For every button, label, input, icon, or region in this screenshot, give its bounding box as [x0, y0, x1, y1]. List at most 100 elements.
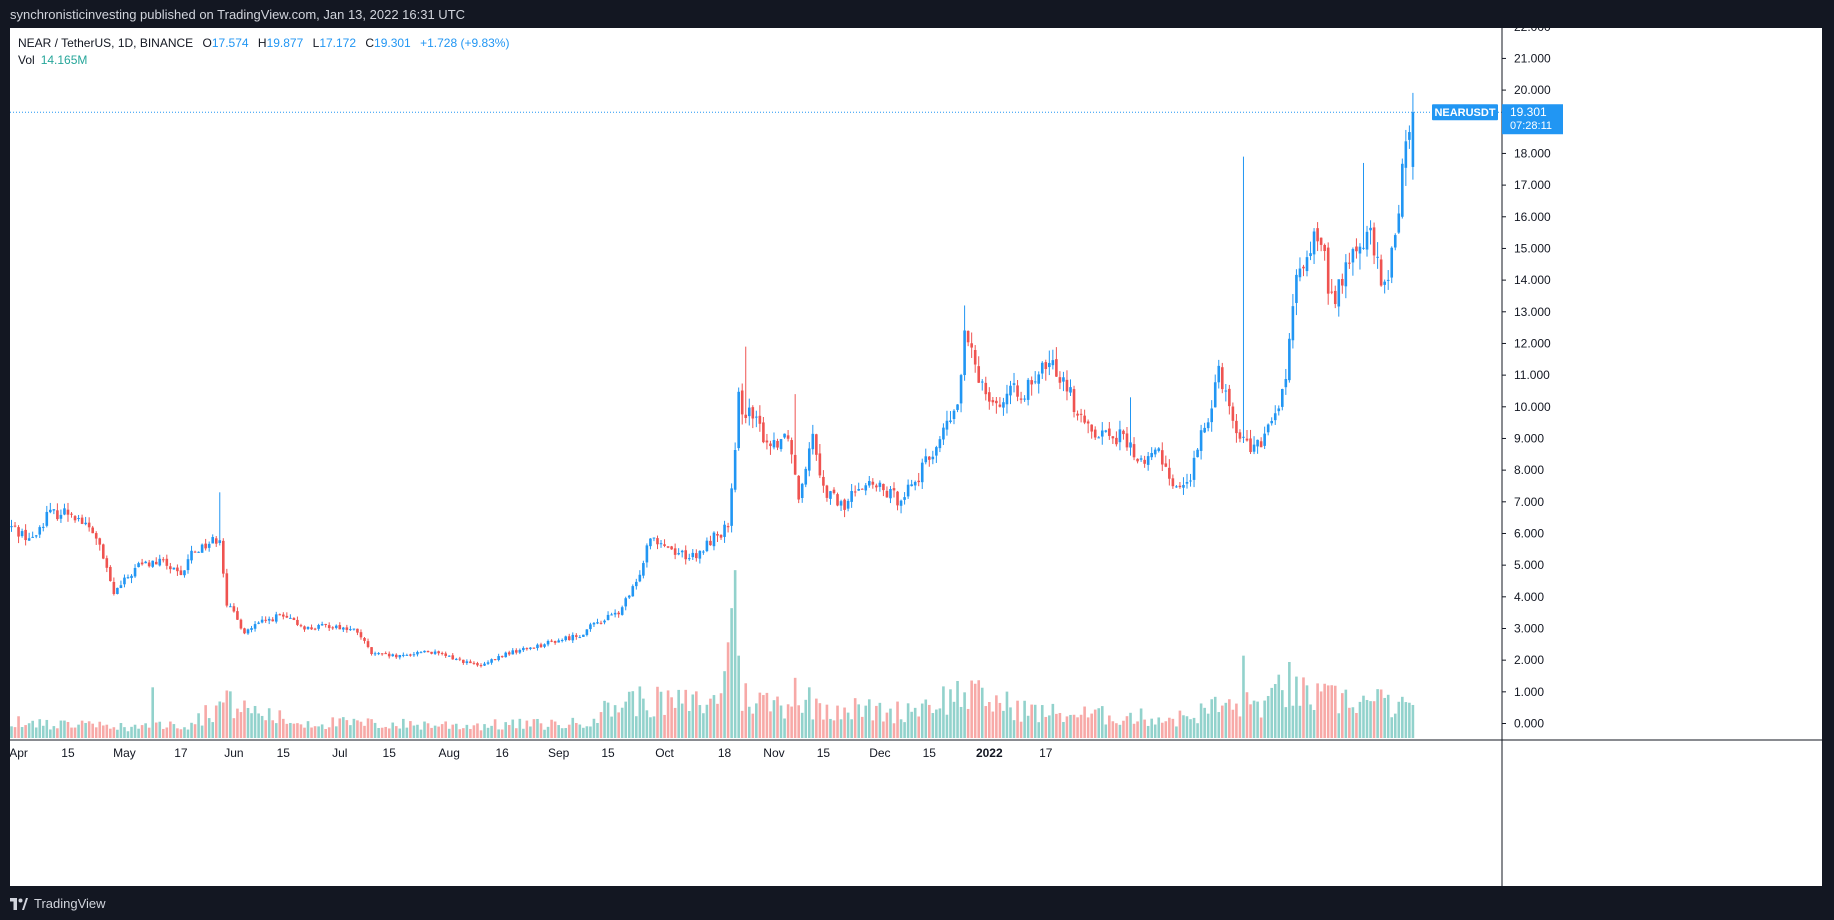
price-tick-label: 12.000 [1514, 336, 1551, 350]
candle [363, 636, 366, 644]
time-axis[interactable]: Apr 15 May 17 Jun 15 Jul 15 Aug 16 Sep 15 Oct 18 Nov 15… [9, 739, 1822, 760]
volume-bar [850, 719, 853, 738]
volume-bar [864, 705, 868, 738]
candle [1146, 452, 1150, 471]
candle-body [349, 629, 352, 631]
chart-panel[interactable]: 0.000 1.000 2.000 3.000 4.000 5.000 6.000 7.000… [9, 20, 1822, 886]
candle [1030, 376, 1033, 396]
candle-body [885, 490, 889, 498]
candle-body [1040, 362, 1044, 374]
volume-bar [1157, 717, 1161, 738]
candle [112, 577, 116, 596]
candle [599, 620, 603, 625]
candle-body [875, 485, 878, 488]
volume-bar [1302, 677, 1305, 738]
volume-bar [797, 705, 800, 738]
volume-bar [214, 705, 218, 738]
candle [793, 394, 797, 476]
candle [1206, 418, 1210, 432]
candle [84, 516, 87, 526]
candle [289, 614, 292, 619]
candle [444, 651, 447, 658]
volume-bar [225, 690, 229, 738]
candle-body [864, 485, 868, 491]
candle-body [306, 626, 310, 629]
candle [264, 616, 267, 623]
volume-bar [769, 711, 772, 738]
volume-bar [1090, 713, 1093, 738]
candle [1129, 397, 1132, 456]
volume-bar [1150, 718, 1153, 738]
candle [1058, 371, 1062, 390]
candle-body [200, 544, 204, 553]
volume-bar [274, 723, 278, 738]
candle-body [1316, 228, 1319, 242]
volume-label[interactable]: Vol [18, 53, 35, 67]
time-tick-label: 15 [383, 746, 397, 760]
volume-bar [1069, 714, 1072, 738]
candle [864, 482, 868, 496]
candle-body [1266, 424, 1270, 433]
candle-body [331, 627, 335, 629]
candle [1012, 372, 1016, 393]
candle-body [730, 488, 733, 526]
candle-body [1281, 389, 1284, 407]
candle-body [705, 540, 709, 552]
candle-body [232, 606, 236, 612]
volume-bar [1291, 705, 1295, 738]
volume-bar [1408, 702, 1411, 738]
volume-bar [433, 725, 437, 738]
price-axis[interactable]: 0.000 1.000 2.000 3.000 4.000 5.000 6.000 7.000… [1501, 20, 1551, 886]
candle-body [112, 581, 116, 594]
candle [871, 478, 875, 489]
volume-bar [687, 711, 691, 738]
tradingview-logo[interactable]: TradingView [10, 896, 106, 911]
volume-bar [988, 702, 991, 738]
candle-body [635, 581, 638, 587]
candle-body [825, 485, 829, 498]
volume-bar [451, 724, 455, 738]
volume-bar [486, 727, 490, 738]
volume-bar [91, 723, 94, 738]
candle-body [571, 634, 575, 641]
candle [1171, 474, 1175, 489]
candle [1083, 409, 1086, 425]
volume-bar [642, 698, 645, 738]
candle [292, 617, 296, 621]
candle-body [416, 651, 419, 655]
candle [352, 628, 356, 631]
symbol-description[interactable]: NEAR / TetherUS, 1D, BINANCE [18, 36, 194, 50]
candle [744, 346, 748, 424]
volume-bar [243, 700, 246, 738]
volume-bar [956, 680, 959, 738]
volume-bar [970, 680, 973, 738]
candle [1341, 273, 1344, 294]
volume-bar [1316, 683, 1319, 738]
candle-body [1323, 245, 1326, 252]
candle [63, 503, 66, 516]
candle-body [458, 658, 462, 660]
close-value: 19.301 [374, 36, 411, 50]
candle-body [980, 381, 984, 383]
volume-bar [896, 701, 899, 738]
candle-body [860, 488, 864, 490]
candle [797, 475, 800, 504]
candle-body [970, 343, 973, 348]
candle [1323, 243, 1326, 261]
candle-body [1344, 262, 1348, 287]
time-tick-label: 15 [277, 746, 291, 760]
candle [677, 548, 680, 556]
volume-bar [952, 701, 956, 738]
volume-bar [885, 712, 889, 738]
price-chart[interactable]: 0.000 1.000 2.000 3.000 4.000 5.000 6.000 7.000… [9, 20, 1822, 886]
candle [998, 397, 1002, 408]
volume-bar [747, 706, 751, 738]
price-tick-label: 15.000 [1514, 241, 1551, 255]
candle [13, 522, 17, 528]
candle-body [889, 488, 892, 499]
volume-bar [1256, 701, 1259, 738]
candle [603, 619, 606, 625]
candle-body [1009, 385, 1012, 396]
candle [52, 509, 56, 515]
candle-body [871, 481, 875, 485]
